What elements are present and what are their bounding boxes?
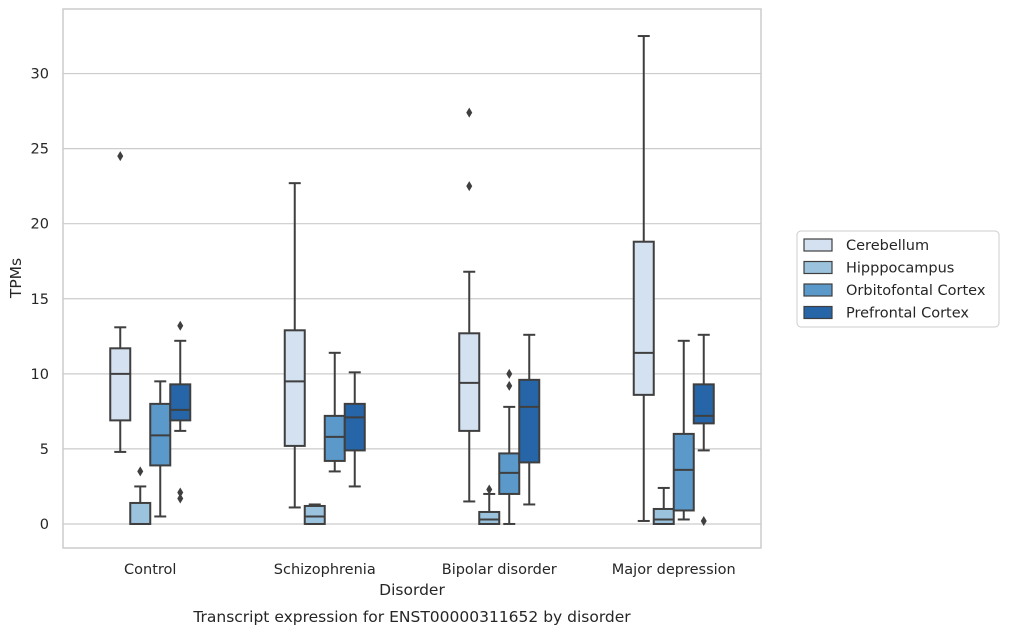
plot-boxes	[109, 35, 715, 526]
box-iqr	[129, 501, 152, 525]
y-tick-label: 10	[31, 367, 49, 383]
box-group	[283, 182, 306, 509]
box-iqr	[323, 414, 346, 462]
box-iqr	[632, 240, 655, 396]
box-iqr	[478, 510, 501, 525]
x-axis-label: Disorder	[379, 581, 445, 599]
outlier-point	[466, 107, 473, 118]
box-group	[303, 503, 326, 525]
legend-swatch	[803, 283, 833, 297]
legend-label: Prefrontal Cortex	[846, 306, 969, 322]
outlier-point	[506, 368, 513, 379]
legend-label: Orbitofontal Cortex	[846, 283, 986, 299]
box-group	[323, 351, 346, 473]
outlier-point	[137, 466, 144, 477]
box-iqr	[652, 507, 675, 525]
box-group	[672, 339, 695, 521]
legend-label: Cerebellum	[846, 238, 929, 254]
legend-swatch	[803, 260, 833, 275]
outlier-point	[177, 320, 184, 331]
outlier-point	[466, 181, 473, 192]
box-group	[343, 371, 366, 488]
outlier-point	[486, 484, 493, 495]
box-group	[692, 333, 715, 526]
legend-swatch	[803, 305, 833, 320]
box-iqr	[672, 432, 695, 512]
box-iqr	[518, 378, 541, 464]
box-iqr	[343, 402, 366, 452]
y-tick-label: 5	[40, 442, 49, 458]
chart-caption: Transcript expression for ENST0000031165…	[192, 608, 631, 626]
x-tick-label: Control	[124, 562, 176, 578]
box-iqr	[303, 504, 326, 525]
outlier-point	[700, 515, 707, 526]
box-group	[478, 484, 501, 525]
y-tick-label: 30	[31, 67, 49, 83]
legend: Cerebellum Hipppocampus Orbitofontal Corte…	[796, 230, 1000, 328]
box-group	[518, 333, 541, 506]
y-tick-label: 20	[31, 217, 49, 233]
y-axis-label: TPMs	[7, 258, 25, 299]
box-iqr	[692, 383, 715, 425]
box-group	[652, 486, 675, 525]
legend-frame	[796, 230, 1000, 328]
box-group	[458, 107, 481, 503]
plot-frame	[62, 8, 762, 549]
legend-label: Hipppocampus	[846, 261, 954, 277]
box-group	[149, 380, 172, 518]
box-iqr	[169, 383, 192, 422]
x-tick-label: Bipolar disorder	[442, 562, 557, 578]
box-iqr	[109, 347, 132, 422]
box-group	[632, 35, 655, 522]
x-tick-labels: Control Schizophrenia Bipolar disorder Majo…	[124, 562, 736, 578]
x-tick-label: Major depression	[612, 562, 736, 578]
outlier-point	[177, 487, 184, 498]
outlier-point	[177, 493, 184, 504]
box-group	[129, 466, 152, 525]
x-tick-label: Schizophrenia	[274, 562, 376, 578]
box-iqr	[283, 329, 306, 447]
y-tick-label: 25	[31, 142, 49, 158]
box-group	[109, 151, 132, 453]
legend-swatch	[803, 238, 833, 252]
y-tick-label: 0	[40, 517, 49, 533]
y-tick-label: 15	[31, 292, 49, 308]
box-group	[498, 368, 521, 525]
y-tick-labels: 0 5 10 15 20 25 30	[31, 67, 49, 533]
outlier-point	[506, 380, 513, 391]
outlier-point	[117, 151, 124, 162]
box-group	[169, 320, 192, 504]
